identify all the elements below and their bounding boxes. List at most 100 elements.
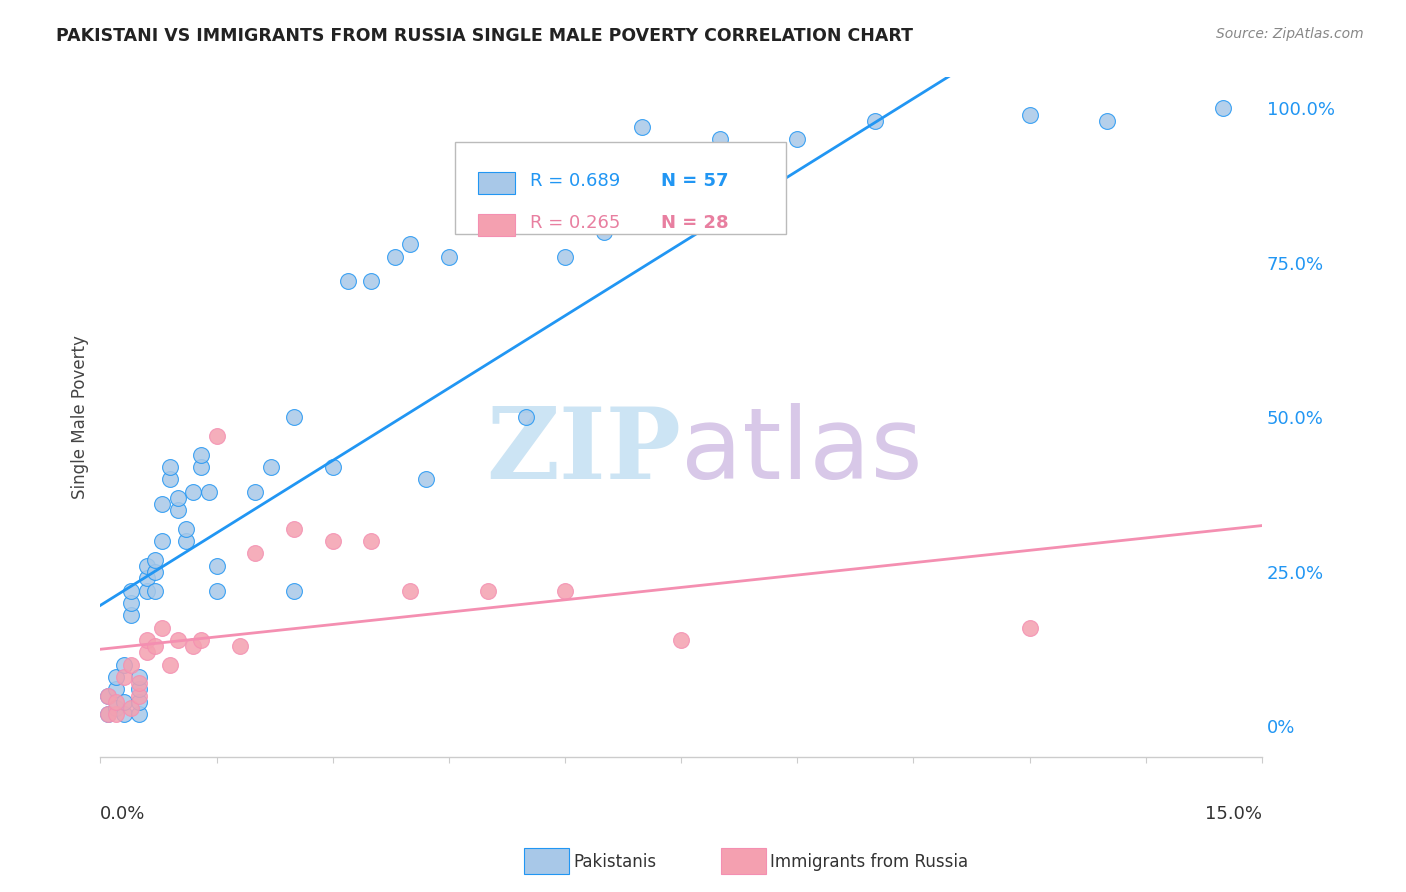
Point (143, 565, 166, 579)
Point (283, 522, 305, 536)
FancyBboxPatch shape (454, 142, 786, 234)
Point (174, 534, 197, 549)
Point (360, 534, 382, 549)
Point (128, 670, 150, 684)
Point (205, 558, 228, 573)
Point (863, 113, 886, 128)
Point (709, 132, 731, 146)
Point (399, 583, 422, 598)
Point (128, 695, 150, 709)
Point (112, 707, 135, 722)
Point (1018, 621, 1040, 635)
Point (166, 503, 188, 517)
Point (477, 583, 499, 598)
Point (1095, 113, 1118, 128)
Point (159, 657, 181, 672)
Point (669, 632, 692, 647)
Point (128, 689, 150, 703)
Text: Source: ZipAtlas.com: Source: ZipAtlas.com (1216, 27, 1364, 41)
Point (554, 250, 576, 264)
Text: N = 28: N = 28 (661, 214, 728, 232)
Text: Pakistanis: Pakistanis (574, 853, 657, 871)
Point (135, 632, 157, 647)
Point (1018, 107, 1040, 121)
Point (360, 275, 382, 289)
Point (143, 583, 166, 598)
Point (245, 484, 267, 499)
Point (128, 682, 150, 697)
Point (135, 558, 157, 573)
Point (786, 132, 808, 146)
Point (166, 632, 188, 647)
Text: R = 0.689: R = 0.689 (530, 172, 620, 190)
Point (159, 459, 181, 474)
Point (229, 639, 252, 653)
Point (135, 645, 157, 659)
Text: ZIP: ZIP (486, 403, 681, 500)
Point (112, 657, 135, 672)
Point (181, 639, 204, 653)
Point (120, 608, 142, 623)
Point (205, 429, 228, 443)
Point (205, 583, 228, 598)
Point (245, 546, 267, 560)
Point (104, 701, 127, 715)
Point (150, 497, 173, 511)
Point (515, 410, 537, 425)
Point (143, 639, 166, 653)
Point (260, 459, 283, 474)
Point (337, 275, 360, 289)
Point (174, 522, 197, 536)
Text: 15.0%: 15.0% (1205, 805, 1263, 823)
Point (120, 657, 142, 672)
Point (120, 596, 142, 610)
Point (399, 237, 422, 252)
Text: R = 0.265: R = 0.265 (530, 214, 620, 232)
Point (322, 534, 344, 549)
Point (197, 484, 219, 499)
Point (97, 707, 120, 722)
Point (128, 707, 150, 722)
Point (97, 689, 120, 703)
Point (159, 472, 181, 486)
Point (97, 689, 120, 703)
Point (477, 194, 499, 208)
Y-axis label: Single Male Poverty: Single Male Poverty (72, 335, 89, 500)
Point (554, 583, 576, 598)
Point (143, 552, 166, 566)
Point (415, 472, 437, 486)
Text: 0.0%: 0.0% (100, 805, 146, 823)
Point (104, 670, 127, 684)
Point (631, 120, 654, 134)
Point (190, 459, 212, 474)
Point (112, 670, 135, 684)
Point (592, 225, 614, 239)
Point (104, 707, 127, 722)
Point (120, 583, 142, 598)
Point (322, 459, 344, 474)
Text: atlas: atlas (681, 403, 922, 500)
Point (128, 676, 150, 690)
Point (120, 701, 142, 715)
Text: Immigrants from Russia: Immigrants from Russia (770, 853, 969, 871)
Text: PAKISTANI VS IMMIGRANTS FROM RUSSIA SINGLE MALE POVERTY CORRELATION CHART: PAKISTANI VS IMMIGRANTS FROM RUSSIA SING… (56, 27, 914, 45)
Point (384, 250, 406, 264)
Point (283, 410, 305, 425)
Point (97, 707, 120, 722)
Point (437, 250, 460, 264)
Point (112, 695, 135, 709)
Point (104, 682, 127, 697)
Point (150, 534, 173, 549)
Point (166, 491, 188, 505)
Point (1212, 101, 1234, 115)
FancyBboxPatch shape (478, 214, 515, 235)
Point (190, 632, 212, 647)
FancyBboxPatch shape (478, 172, 515, 194)
Text: N = 57: N = 57 (661, 172, 728, 190)
Point (135, 571, 157, 585)
Point (181, 484, 204, 499)
Point (104, 695, 127, 709)
Point (135, 583, 157, 598)
Point (283, 583, 305, 598)
Point (150, 621, 173, 635)
